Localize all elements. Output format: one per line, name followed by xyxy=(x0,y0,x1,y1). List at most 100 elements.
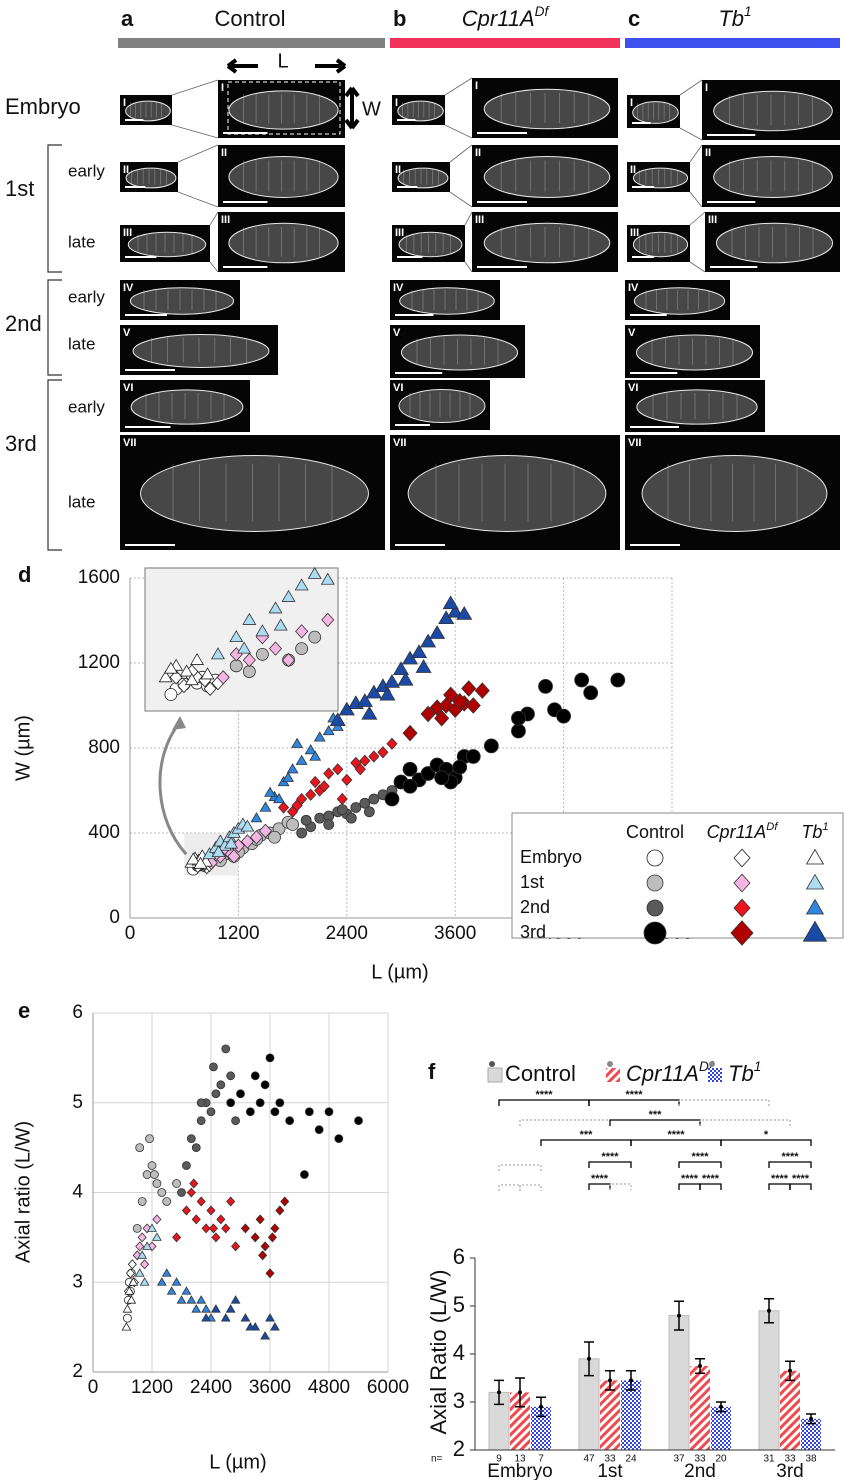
x-tick-label: 6000 xyxy=(367,1377,409,1398)
inset-point xyxy=(216,670,230,685)
image-label: II xyxy=(630,164,636,176)
data-point xyxy=(314,812,326,824)
data-point xyxy=(295,754,308,765)
data-point xyxy=(259,801,272,812)
zoom-line xyxy=(464,261,473,273)
n-label: 31 xyxy=(763,1454,775,1465)
stage-label: 3rd xyxy=(5,431,37,456)
data-point xyxy=(201,1304,211,1313)
inset-point xyxy=(179,664,194,677)
data-point xyxy=(224,836,239,849)
legend-header-base: Tb xyxy=(801,822,822,842)
data-point xyxy=(336,804,348,816)
larva xyxy=(129,287,235,315)
genotype-title-sup: Df xyxy=(535,4,550,19)
bar xyxy=(531,1406,551,1450)
larva xyxy=(483,156,611,198)
micrograph xyxy=(705,212,840,272)
genotype-title-base: Cpr11A xyxy=(462,6,535,31)
larva xyxy=(713,156,833,198)
data-point xyxy=(280,1196,290,1207)
data-point xyxy=(275,1098,285,1108)
data-point xyxy=(191,1143,201,1153)
bar xyxy=(690,1366,710,1450)
data-point xyxy=(230,1295,241,1304)
larva xyxy=(635,334,754,371)
data-point xyxy=(420,633,437,648)
data-point xyxy=(434,770,450,786)
mean-dot xyxy=(497,1390,501,1395)
sig-bracket xyxy=(678,1161,722,1168)
micrograph xyxy=(392,225,465,262)
data-point xyxy=(267,1232,277,1243)
data-point xyxy=(574,672,590,688)
sig-bracket xyxy=(588,1099,680,1106)
inset-point xyxy=(242,665,256,678)
x-tick-label: 4800 xyxy=(308,1377,350,1398)
micrograph xyxy=(120,380,250,432)
y-tick-label: 800 xyxy=(88,737,120,758)
legend-label: Embryo xyxy=(520,847,582,867)
data-point xyxy=(350,802,362,813)
data-point xyxy=(610,672,626,688)
data-point xyxy=(206,1205,216,1216)
zoom-line xyxy=(444,124,473,139)
legend-marker xyxy=(802,920,828,942)
zoom-line xyxy=(209,261,219,273)
micrograph xyxy=(627,225,690,262)
data-point xyxy=(397,671,414,686)
image-label: III xyxy=(395,227,404,239)
data-point xyxy=(139,1277,150,1286)
data-point xyxy=(255,1214,265,1225)
data-point xyxy=(128,1277,139,1286)
zoom-line xyxy=(209,211,219,226)
width-arrow xyxy=(344,86,360,130)
mean-dot xyxy=(518,1390,522,1395)
inset-point xyxy=(294,578,309,591)
data-point xyxy=(429,625,446,639)
inset-point xyxy=(295,624,309,639)
data-point xyxy=(260,1241,270,1252)
mean-dot xyxy=(788,1368,792,1373)
length-arrow xyxy=(226,58,347,74)
data-point xyxy=(172,1232,182,1243)
data-point xyxy=(236,1089,245,1099)
data-point xyxy=(189,1178,199,1189)
inset-point xyxy=(268,641,283,656)
data-point xyxy=(177,1188,186,1197)
data-point xyxy=(434,709,450,727)
width-label: W xyxy=(362,98,381,120)
inset-point xyxy=(200,667,215,680)
larva xyxy=(132,334,270,368)
zoom-line xyxy=(679,79,703,96)
data-point xyxy=(386,737,398,750)
data-point xyxy=(442,595,459,610)
genotype-bar xyxy=(625,38,840,48)
image-label: V xyxy=(628,327,636,339)
data-point xyxy=(359,754,371,767)
data-point xyxy=(142,1170,152,1179)
data-point xyxy=(583,685,599,701)
data-point xyxy=(127,1259,137,1270)
data-point xyxy=(270,1223,280,1234)
legend-label: 1st xyxy=(520,872,544,892)
inset-point xyxy=(255,624,270,637)
data-point xyxy=(363,806,375,818)
y-tick-label: 6 xyxy=(72,1002,83,1023)
data-point xyxy=(323,767,335,780)
stage-label: Embryo xyxy=(5,94,81,119)
data-point xyxy=(166,1286,177,1295)
data-point xyxy=(208,1223,218,1234)
inset-point xyxy=(307,566,322,579)
micrograph xyxy=(702,80,840,140)
mean-dot xyxy=(677,1313,681,1318)
inset-point xyxy=(256,647,269,661)
image-label: IV xyxy=(628,282,639,294)
ns-bracket xyxy=(498,1184,521,1191)
larva xyxy=(400,334,519,371)
data-point xyxy=(231,1116,240,1126)
image-label: VII xyxy=(123,437,136,449)
y-tick-label: 2 xyxy=(72,1361,83,1382)
legend-dot xyxy=(607,1061,613,1067)
